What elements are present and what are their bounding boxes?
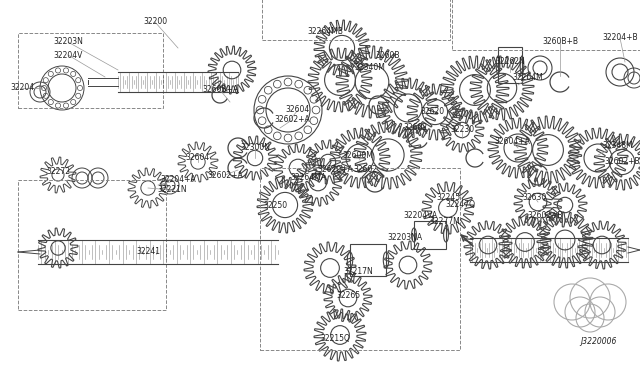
Bar [498, 47, 522, 83]
Bar [262, 0, 450, 40]
Text: 3260B+A: 3260B+A [202, 86, 238, 94]
Text: 3260B: 3260B [376, 51, 400, 60]
Text: 32204: 32204 [10, 83, 34, 93]
Text: 32264M: 32264M [513, 74, 543, 83]
Text: 32272: 32272 [46, 167, 70, 176]
Text: 32204+A: 32204+A [160, 176, 196, 185]
Text: 32247Q: 32247Q [445, 201, 475, 209]
Text: 32602: 32602 [353, 166, 377, 174]
Text: 32217N: 32217N [343, 267, 373, 276]
Text: 3260B+B: 3260B+B [542, 38, 578, 46]
Text: 32200: 32200 [143, 17, 167, 26]
Text: 32250: 32250 [263, 201, 287, 209]
Text: 32262N: 32262N [495, 58, 525, 67]
Text: 32230: 32230 [450, 125, 474, 135]
Text: 32602+B: 32602+B [527, 211, 563, 219]
Text: 32203NA: 32203NA [387, 234, 422, 243]
Bar [414, 221, 446, 249]
Bar [18, 180, 166, 310]
Text: 32245: 32245 [436, 193, 460, 202]
Text: 32265: 32265 [336, 291, 360, 299]
Text: 32241: 32241 [136, 247, 160, 257]
Text: 32620: 32620 [420, 108, 444, 116]
Text: 32602+B: 32602+B [604, 157, 640, 167]
Text: 32340M: 32340M [355, 64, 385, 73]
Bar [260, 168, 460, 350]
Text: 32277M: 32277M [429, 218, 460, 227]
Text: 32604+A: 32604+A [494, 138, 530, 147]
Text: J3220006: J3220006 [580, 337, 616, 346]
Text: 32348M: 32348M [603, 141, 634, 150]
Text: 32602: 32602 [403, 124, 427, 132]
Text: 32203N: 32203N [53, 38, 83, 46]
Text: 32630: 32630 [523, 193, 547, 202]
Bar [18, 33, 163, 108]
Text: 32300N: 32300N [240, 144, 270, 153]
Text: 32204VA: 32204VA [403, 211, 437, 219]
Text: 32204V: 32204V [53, 51, 83, 60]
Text: 32602+A: 32602+A [207, 170, 243, 180]
Text: 32204+B: 32204+B [602, 33, 638, 42]
Text: 32264MA: 32264MA [290, 173, 326, 183]
Text: 32604: 32604 [186, 154, 210, 163]
Bar [452, 0, 640, 50]
Text: 32600M: 32600M [342, 151, 373, 160]
Text: 32620+A: 32620+A [317, 166, 353, 174]
Text: 32264MB: 32264MB [307, 28, 343, 36]
Text: 32221N: 32221N [157, 186, 187, 195]
Bar [350, 244, 386, 276]
Text: 32602+A: 32602+A [274, 115, 310, 125]
Text: 32215Q: 32215Q [320, 334, 350, 343]
Text: 32604: 32604 [286, 106, 310, 115]
